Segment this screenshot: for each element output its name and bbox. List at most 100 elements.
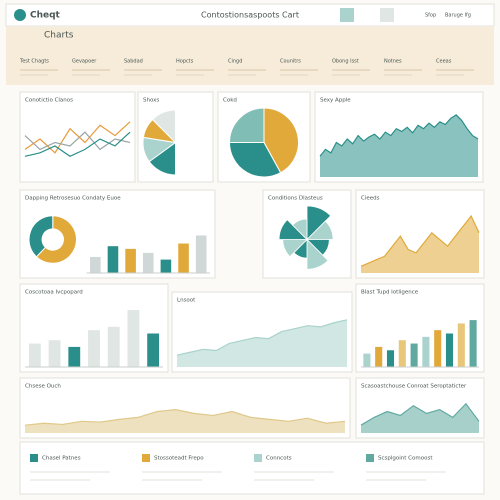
panel-title: Blast Tupd Iotligence xyxy=(361,290,419,296)
panel: Conditions Dlasteus xyxy=(262,189,352,279)
bar xyxy=(422,336,430,367)
bar xyxy=(469,320,477,367)
panel-title: Chsese Ouch xyxy=(25,384,61,390)
panel: Conotictio Clanos xyxy=(19,91,136,183)
bar xyxy=(68,346,81,367)
tab[interactable]: Obong Isst xyxy=(332,59,359,65)
bar xyxy=(125,248,136,273)
tab[interactable]: Notnes xyxy=(384,59,402,65)
area xyxy=(320,114,478,177)
icon[interactable] xyxy=(340,8,354,22)
panel-title: Shoxs xyxy=(143,98,159,104)
bar xyxy=(107,246,119,273)
toolbar-title: Charts xyxy=(44,31,74,41)
area-line xyxy=(176,319,348,356)
fan-slice xyxy=(306,220,334,240)
panel: Lnsoot xyxy=(171,291,353,373)
app-title: Contostionsaspoots Cart xyxy=(201,11,299,20)
bar xyxy=(386,350,395,367)
logo-icon xyxy=(14,9,26,21)
bar xyxy=(127,310,140,367)
tab[interactable]: Counitrs xyxy=(280,59,301,65)
donut-slice xyxy=(35,215,77,264)
fan-slice xyxy=(291,218,308,241)
panel: Cieeds xyxy=(355,189,485,279)
fan-slice xyxy=(306,238,329,270)
footer xyxy=(19,441,485,495)
donut-slice xyxy=(28,215,54,258)
bar xyxy=(90,256,101,273)
panel-title: Dapping Retrosesuo Condaty Euoe xyxy=(25,196,121,202)
bar xyxy=(178,243,189,273)
bar xyxy=(48,340,61,367)
panel: Shoxs xyxy=(137,91,214,183)
panel: Chsese Ouch xyxy=(19,377,351,439)
legend-label: Chasel Patnes xyxy=(42,456,81,462)
legend-swatch xyxy=(366,454,374,462)
bar xyxy=(160,259,172,273)
panel-title: Cieeds xyxy=(361,196,380,202)
tab[interactable]: Gevapoer xyxy=(72,59,97,65)
area xyxy=(361,216,479,273)
area-line xyxy=(360,402,480,426)
panel: Blast Tupd Iotligence xyxy=(355,283,485,373)
pie-slice xyxy=(263,107,299,174)
area xyxy=(361,403,479,433)
panel-title: Scasoastchouse Conroat Seroptaticter xyxy=(361,384,467,390)
bar xyxy=(398,340,406,367)
bar xyxy=(375,346,383,367)
area-line xyxy=(360,214,480,267)
panel-title: Conditions Dlasteus xyxy=(268,196,323,202)
top-bar xyxy=(5,3,495,27)
bar xyxy=(410,343,418,367)
bar xyxy=(107,326,120,367)
legend-label: Conncots xyxy=(266,456,292,462)
bar xyxy=(195,235,207,273)
pie-slice xyxy=(228,142,282,178)
area xyxy=(25,409,345,433)
panel: Sexy Apple xyxy=(314,91,484,183)
top-link[interactable]: Baruge Ifg xyxy=(445,13,471,19)
panel-title: Sexy Apple xyxy=(320,98,351,104)
bar xyxy=(147,333,160,367)
bar xyxy=(457,323,465,367)
fan-slice xyxy=(278,219,308,240)
area-line xyxy=(24,408,346,426)
panel: Scasoastchouse Conroat Seroptaticter xyxy=(355,377,485,439)
fan-slice xyxy=(306,205,332,241)
logo: Cheqt xyxy=(30,11,61,21)
tab[interactable]: Hopcts xyxy=(176,59,194,65)
bar xyxy=(88,330,100,367)
tab[interactable]: Sabdad xyxy=(124,59,143,65)
legend-swatch xyxy=(142,454,150,462)
pie-slice xyxy=(151,109,176,144)
tab[interactable]: Ceeas xyxy=(436,59,452,65)
bar xyxy=(142,252,154,273)
area-line xyxy=(319,114,479,157)
bar xyxy=(28,343,41,367)
panel: Coscotoaa Ivcpopard xyxy=(19,283,169,373)
legend-label: Stossoteadt Frepo xyxy=(154,456,204,462)
toolbar xyxy=(6,27,494,85)
panel-title: Cokd xyxy=(223,98,237,104)
legend-label: Scsplgoint Comoost xyxy=(378,456,433,462)
line xyxy=(24,131,131,151)
bar xyxy=(363,353,371,367)
panel-frame xyxy=(19,91,136,183)
panel-title: Coscotoaa Ivcpopard xyxy=(25,290,83,296)
panel-title: Conotictio Clanos xyxy=(25,98,73,104)
tab[interactable]: Cingd xyxy=(228,59,242,65)
legend-swatch xyxy=(30,454,38,462)
top-link[interactable]: Sfop xyxy=(425,13,436,19)
line xyxy=(24,131,131,157)
bar xyxy=(445,333,454,367)
icon[interactable] xyxy=(380,8,394,22)
bar xyxy=(434,330,442,367)
tab[interactable]: Test Chagts xyxy=(19,59,49,65)
pie-slice xyxy=(228,107,265,143)
panel: Cokd xyxy=(217,91,311,183)
panel: Dapping Retrosesuo Condaty Euoe xyxy=(19,189,216,279)
area xyxy=(177,319,347,367)
